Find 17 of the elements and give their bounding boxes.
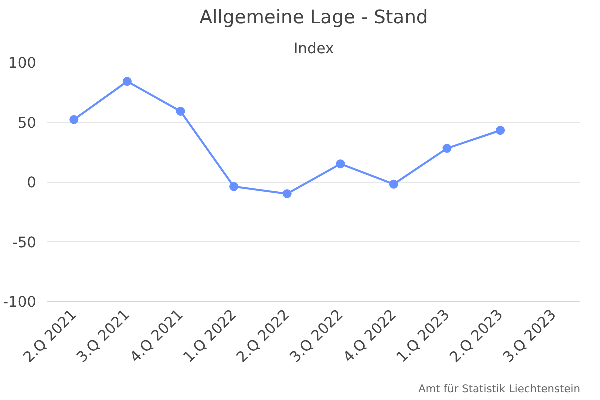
y-tick-label: -50 <box>12 234 37 252</box>
point <box>282 189 292 198</box>
point <box>70 115 79 124</box>
y-tick-label: -100 <box>3 294 37 311</box>
point <box>336 160 346 169</box>
point <box>230 182 239 192</box>
text: Amt für Statistik Liechtenstein <box>418 382 581 396</box>
point <box>176 107 186 116</box>
chart-subtitle: Index <box>294 40 334 58</box>
y-tick-label: 50 <box>18 114 37 132</box>
point <box>389 180 398 189</box>
point <box>496 126 506 136</box>
chart-title: Allgemeine Lage - Stand <box>200 8 428 28</box>
point <box>122 77 132 86</box>
point <box>442 144 452 154</box>
y-tick-label: 0 <box>27 174 37 192</box>
y-tick-label: 100 <box>8 55 37 72</box>
